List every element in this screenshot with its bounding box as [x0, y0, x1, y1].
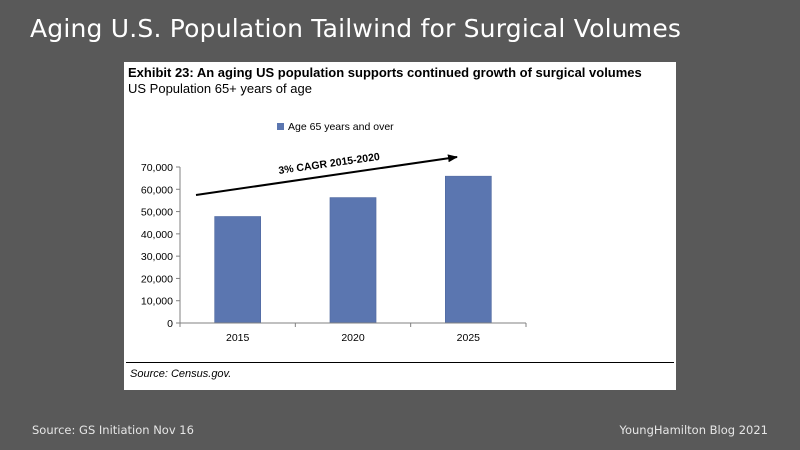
- cagr-annotation: 3% CAGR 2015-2020: [278, 151, 381, 177]
- exhibit-title: Exhibit 23: An aging US population suppo…: [128, 65, 642, 80]
- bar-2015: [214, 216, 261, 324]
- slide-title: Aging U.S. Population Tailwind for Surgi…: [30, 14, 682, 43]
- y-tick-label: 20,000: [141, 273, 173, 285]
- y-axis: 0 10,000 20,000 30,000 40,000 50,000 60,000 70,…: [141, 162, 181, 330]
- x-tick-label: 2015: [226, 332, 250, 344]
- legend-label: Age 65 years and over: [288, 121, 394, 133]
- y-tick-label: 10,000: [141, 296, 173, 308]
- exhibit-subtitle: US Population 65+ years of age: [128, 81, 312, 96]
- y-tick-label: 70,000: [141, 162, 173, 174]
- y-tick-label: 50,000: [141, 207, 173, 219]
- exhibit-source: Source: Census.gov.: [130, 368, 232, 380]
- y-tick-label: 60,000: [141, 184, 173, 196]
- footer-credit: YoungHamilton Blog 2021: [619, 423, 768, 437]
- x-tick-label: 2025: [457, 332, 481, 344]
- exhibit-panel: Exhibit 23: An aging US population suppo…: [124, 62, 676, 390]
- chart-legend: Age 65 years and over: [277, 121, 394, 133]
- legend-swatch: [277, 123, 284, 130]
- y-tick-label: 30,000: [141, 251, 173, 263]
- x-tick-label: 2020: [341, 332, 365, 344]
- bar-2025: [445, 175, 492, 324]
- y-tick-label: 40,000: [141, 229, 173, 241]
- bar-series: [214, 175, 492, 324]
- bar-chart: Age 65 years and over 0 10,000 20,000 30,00…: [141, 121, 527, 344]
- bar-2020: [329, 197, 377, 324]
- footer-source: Source: GS Initiation Nov 16: [32, 423, 194, 437]
- x-axis: 2015 2020 2025: [179, 322, 527, 344]
- y-tick-label: 0: [167, 318, 173, 330]
- cagr-arrow: [195, 154, 458, 196]
- source-divider: [126, 362, 674, 363]
